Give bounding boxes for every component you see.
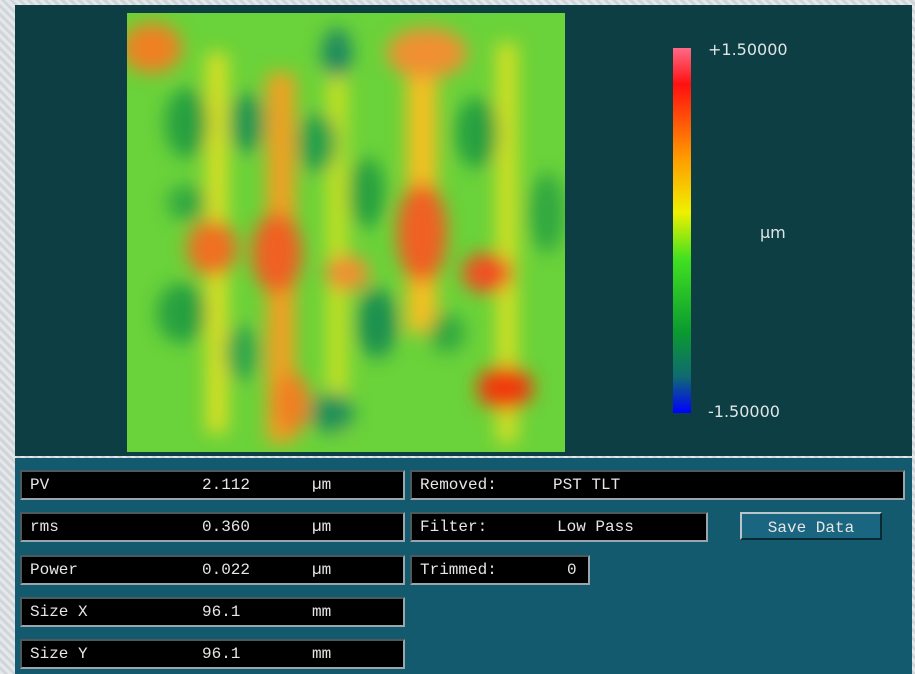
stat-label: PV <box>30 476 50 494</box>
stat-unit: mm <box>312 645 332 663</box>
stat-field: Size Y 96.1 mm <box>20 639 405 669</box>
field-label: Removed: <box>420 476 497 494</box>
stat-field: rms 0.360 µm <box>20 512 405 542</box>
stat-label: Size X <box>30 603 88 621</box>
stat-value: 96.1 <box>202 603 241 621</box>
stat-value: 96.1 <box>202 645 241 663</box>
stat-unit: µm <box>312 561 332 579</box>
colorbar-min: -1.50000 <box>708 402 780 421</box>
filter-field: Filter: Low Pass <box>410 512 708 542</box>
removed-field: Removed: PST TLT <box>410 470 905 500</box>
stat-value: 2.112 <box>202 476 251 494</box>
stat-label: rms <box>30 518 59 536</box>
stat-label: Power <box>30 561 79 579</box>
stat-unit: mm <box>312 603 332 621</box>
save-data-button[interactable]: Save Data <box>740 512 882 540</box>
stat-field: PV 2.112 µm <box>20 470 405 500</box>
stat-field: Size X 96.1 mm <box>20 597 405 627</box>
field-label: Filter: <box>420 518 488 536</box>
colorbar-unit: µm <box>760 223 786 242</box>
colorbar <box>673 48 691 413</box>
colorbar-gradient <box>673 48 691 413</box>
stat-value: 0.022 <box>202 561 251 579</box>
field-label: Trimmed: <box>420 561 497 579</box>
field-value: PST TLT <box>553 476 621 494</box>
stat-unit: µm <box>312 518 332 536</box>
stat-field: Power 0.022 µm <box>20 555 405 585</box>
field-value: 0 <box>567 561 577 579</box>
trimmed-field: Trimmed: 0 <box>410 555 590 585</box>
stat-label: Size Y <box>30 645 88 663</box>
colorbar-max: +1.50000 <box>708 40 788 59</box>
stat-unit: µm <box>312 476 332 494</box>
map-texture <box>127 23 565 443</box>
field-value: Low Pass <box>557 518 634 536</box>
surface-map <box>127 13 565 452</box>
stat-value: 0.360 <box>202 518 251 536</box>
